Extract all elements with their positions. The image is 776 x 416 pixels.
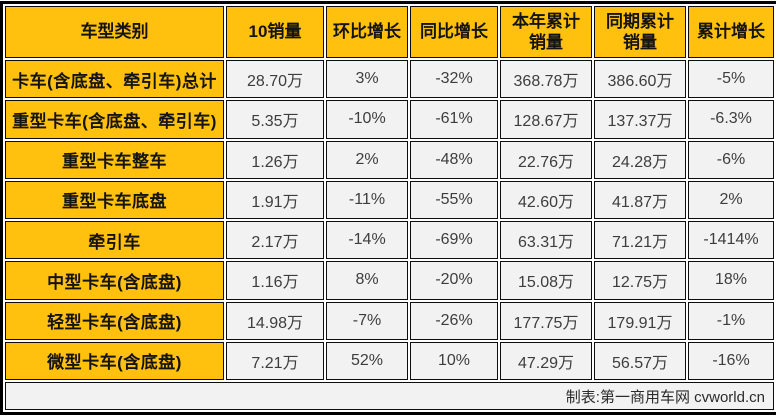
value-cell: -26% xyxy=(410,301,498,340)
value-cell: -5% xyxy=(688,60,774,99)
table-row: 卡车(含底盘、牵引车)总计 28.70万 3% -32% 368.78万 386.60万 -… xyxy=(5,60,774,99)
table-footer-row: 制表:第一商用车网 cvworld.cn xyxy=(5,382,774,410)
value-cell: 177.75万 xyxy=(500,301,592,340)
value-cell: 56.57万 xyxy=(594,341,686,380)
value-cell: 5.35万 xyxy=(226,100,324,139)
value-cell: 47.29万 xyxy=(500,341,592,380)
table-row: 轻型卡车(含底盘) 14.98万 -7% -26% 177.75万 179.91万 -1% xyxy=(5,301,774,340)
category-cell: 重型卡车(含底盘、牵引车) xyxy=(5,100,224,139)
value-cell: -69% xyxy=(410,221,498,260)
value-cell: 8% xyxy=(326,261,408,300)
table-row: 重型卡车整车 1.26万 2% -48% 22.76万 24.28万 -6% xyxy=(5,140,774,179)
value-cell: 128.67万 xyxy=(500,100,592,139)
value-cell: 18% xyxy=(688,261,774,300)
value-cell: 2.17万 xyxy=(226,221,324,260)
column-header: 本年累计 销量 xyxy=(500,6,592,58)
table-header-row: 车型类别 10销量 环比增长 同比增长 本年累计 销量 同期累计 销量 累计增长 xyxy=(5,6,774,58)
column-header: 同期累计 销量 xyxy=(594,6,686,58)
table-credit-text: 制表:第一商用车网 cvworld.cn xyxy=(5,382,774,410)
value-cell: 24.28万 xyxy=(594,140,686,179)
category-cell: 重型卡车整车 xyxy=(5,140,224,179)
table-row: 牵引车 2.17万 -14% -69% 63.31万 71.21万 -1414% xyxy=(5,221,774,260)
value-cell: -6.3% xyxy=(688,100,774,139)
column-header: 同比增长 xyxy=(410,6,498,58)
category-cell: 卡车(含底盘、牵引车)总计 xyxy=(5,60,224,99)
column-header: 10销量 xyxy=(226,6,324,58)
value-cell: -55% xyxy=(410,180,498,219)
value-cell: 52% xyxy=(326,341,408,380)
value-cell: 386.60万 xyxy=(594,60,686,99)
table-row: 微型卡车(含底盘) 7.21万 52% 10% 47.29万 56.57万 -16% xyxy=(5,341,774,380)
table-row: 中型卡车(含底盘) 1.16万 8% -20% 15.08万 12.75万 18% xyxy=(5,261,774,300)
column-header: 环比增长 xyxy=(326,6,408,58)
value-cell: 42.60万 xyxy=(500,180,592,219)
value-cell: 71.21万 xyxy=(594,221,686,260)
value-cell: -61% xyxy=(410,100,498,139)
value-cell: -14% xyxy=(326,221,408,260)
value-cell: 10% xyxy=(410,341,498,380)
category-cell: 牵引车 xyxy=(5,221,224,260)
value-cell: 41.87万 xyxy=(594,180,686,219)
value-cell: 14.98万 xyxy=(226,301,324,340)
value-cell: 2% xyxy=(326,140,408,179)
category-cell: 微型卡车(含底盘) xyxy=(5,341,224,380)
value-cell: -11% xyxy=(326,180,408,219)
category-cell: 重型卡车底盘 xyxy=(5,180,224,219)
value-cell: 179.91万 xyxy=(594,301,686,340)
value-cell: 1.26万 xyxy=(226,140,324,179)
value-cell: 28.70万 xyxy=(226,60,324,99)
value-cell: 22.76万 xyxy=(500,140,592,179)
value-cell: 3% xyxy=(326,60,408,99)
value-cell: 2% xyxy=(688,180,774,219)
value-cell: -6% xyxy=(688,140,774,179)
value-cell: -1414% xyxy=(688,221,774,260)
value-cell: 15.08万 xyxy=(500,261,592,300)
value-cell: 7.21万 xyxy=(226,341,324,380)
value-cell: 1.16万 xyxy=(226,261,324,300)
table-row: 重型卡车(含底盘、牵引车) 5.35万 -10% -61% 128.67万 137.37万… xyxy=(5,100,774,139)
column-header: 累计增长 xyxy=(688,6,774,58)
value-cell: -32% xyxy=(410,60,498,99)
value-cell: -1% xyxy=(688,301,774,340)
value-cell: -16% xyxy=(688,341,774,380)
value-cell: -48% xyxy=(410,140,498,179)
value-cell: 368.78万 xyxy=(500,60,592,99)
table-row: 重型卡车底盘 1.91万 -11% -55% 42.60万 41.87万 2% xyxy=(5,180,774,219)
value-cell: -10% xyxy=(326,100,408,139)
value-cell: -20% xyxy=(410,261,498,300)
value-cell: 1.91万 xyxy=(226,180,324,219)
value-cell: -7% xyxy=(326,301,408,340)
category-cell: 中型卡车(含底盘) xyxy=(5,261,224,300)
category-cell: 轻型卡车(含底盘) xyxy=(5,301,224,340)
value-cell: 63.31万 xyxy=(500,221,592,260)
value-cell: 137.37万 xyxy=(594,100,686,139)
value-cell: 12.75万 xyxy=(594,261,686,300)
column-header: 车型类别 xyxy=(5,6,224,58)
